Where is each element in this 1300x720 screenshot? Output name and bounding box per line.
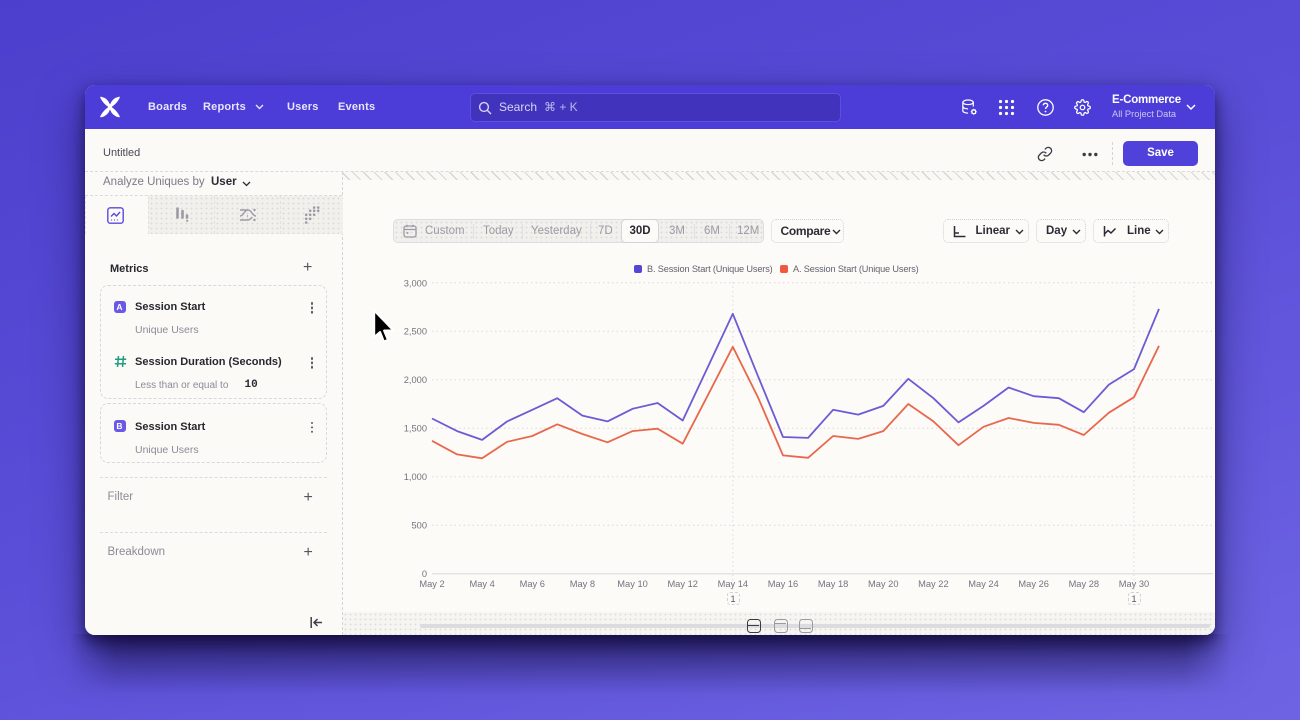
svg-text:May 30: May 30 [1119,579,1150,589]
svg-text:500: 500 [411,521,427,531]
svg-text:1,000: 1,000 [404,472,427,482]
svg-text:May 4: May 4 [469,579,494,589]
svg-text:May 22: May 22 [918,579,949,589]
svg-text:May 2: May 2 [419,579,444,589]
svg-text:3,000: 3,000 [404,278,427,288]
svg-text:May 18: May 18 [818,579,849,589]
svg-text:2,000: 2,000 [404,375,427,385]
svg-text:May 8: May 8 [570,579,595,589]
svg-text:May 26: May 26 [1018,579,1048,589]
svg-text:May 16: May 16 [768,579,799,589]
svg-text:May 10: May 10 [617,579,648,589]
svg-text:May 24: May 24 [968,579,999,589]
svg-text:2,500: 2,500 [404,327,427,337]
svg-text:May 28: May 28 [1069,579,1100,589]
svg-text:May 6: May 6 [520,579,545,589]
svg-text:0: 0 [422,569,427,579]
svg-text:May 20: May 20 [868,579,899,589]
svg-text:May 12: May 12 [667,579,698,589]
svg-text:1,500: 1,500 [404,424,427,434]
svg-text:May 14: May 14 [718,579,749,589]
